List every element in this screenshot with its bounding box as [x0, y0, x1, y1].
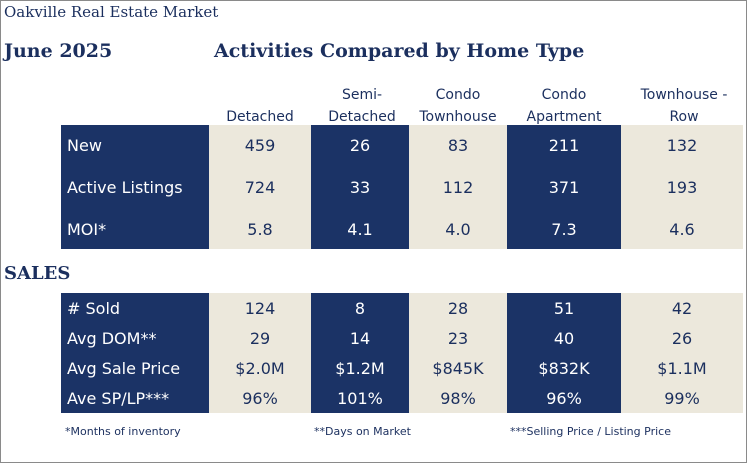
column-header-line: Condo — [435, 87, 481, 103]
column-header-line: Apartment — [526, 109, 602, 125]
activity-table: New 459 26 83 211 132 Active Listings 72… — [61, 125, 743, 249]
column-header-condo-townhouse: Condo Townhouse — [402, 84, 514, 128]
row-label: Avg Sale Price — [67, 358, 181, 378]
column-header-line: Detached — [328, 109, 396, 125]
row-label: Active Listings — [67, 177, 183, 197]
table-cell: 724 — [244, 177, 276, 197]
table-cell: 101% — [337, 388, 383, 408]
table-cell: 7.3 — [551, 219, 577, 239]
column-header-line: Townhouse - — [640, 87, 728, 103]
footnote-moi: *Months of inventory — [65, 425, 181, 438]
table-cell: $1.2M — [335, 358, 385, 378]
period-label: June 2025 — [4, 40, 113, 62]
sales-heading: SALES — [4, 263, 71, 284]
row-label: MOI* — [67, 219, 107, 239]
table-row: Active Listings 724 33 112 371 193 — [61, 167, 743, 207]
column-header-line: Condo — [541, 87, 587, 103]
table-cell: 96% — [546, 388, 582, 408]
table-cell: 4.1 — [347, 219, 373, 239]
table-cell: 98% — [440, 388, 476, 408]
column-header-line: Townhouse — [419, 109, 497, 125]
table-row: Avg Sale Price $2.0M $1.2M $845K $832K $… — [61, 353, 743, 383]
table-cell: $1.1M — [657, 358, 707, 378]
table-cell: $845K — [432, 358, 484, 378]
table-cell: $2.0M — [235, 358, 285, 378]
footnote-dom: **Days on Market — [314, 425, 411, 438]
table-cell: 112 — [442, 177, 474, 197]
column-header-condo-apartment: Condo Apartment — [508, 84, 620, 128]
row-label: Ave SP/LP*** — [67, 388, 170, 408]
table-cell: 28 — [447, 298, 469, 318]
table-cell: 459 — [244, 135, 276, 155]
table-cell: 14 — [349, 328, 371, 348]
table-cell: 26 — [349, 135, 371, 155]
column-header-line: Semi- — [341, 87, 383, 103]
row-label: # Sold — [67, 298, 121, 318]
column-header-line: Detached — [226, 109, 294, 125]
footnote-splp: ***Selling Price / Listing Price — [510, 425, 671, 438]
table-cell: 211 — [548, 135, 580, 155]
table-cell: 33 — [349, 177, 371, 197]
row-label: Avg DOM** — [67, 328, 157, 348]
table-cell: 8 — [354, 298, 366, 318]
site-title: Oakville Real Estate Market — [4, 3, 219, 21]
table-cell: 4.0 — [445, 219, 471, 239]
table-cell: 83 — [447, 135, 469, 155]
table-row: Ave SP/LP*** 96% 101% 98% 96% 99% — [61, 383, 743, 413]
table-cell: 26 — [671, 328, 693, 348]
table-row: MOI* 5.8 4.1 4.0 7.3 4.6 — [61, 209, 743, 249]
table-cell: 42 — [671, 298, 693, 318]
table-cell: 29 — [249, 328, 271, 348]
table-cell: 4.6 — [669, 219, 695, 239]
row-label: New — [67, 135, 102, 155]
table-cell: 23 — [447, 328, 469, 348]
table-row: Avg DOM** 29 14 23 40 26 — [61, 323, 743, 353]
table-cell: 193 — [666, 177, 698, 197]
table-cell: 371 — [548, 177, 580, 197]
table-cell: 40 — [553, 328, 575, 348]
table-cell: 124 — [244, 298, 276, 318]
page-title: Activities Compared by Home Type — [214, 40, 585, 62]
column-header-semi-detached: Semi- Detached — [306, 84, 418, 128]
table-row: New 459 26 83 211 132 — [61, 125, 743, 165]
table-cell: $832K — [538, 358, 590, 378]
column-header-detached: Detached — [204, 84, 316, 128]
table-cell: 132 — [666, 135, 698, 155]
table-cell: 5.8 — [247, 219, 273, 239]
table-cell: 51 — [553, 298, 575, 318]
table-cell: 96% — [242, 388, 278, 408]
table-row: # Sold 124 8 28 51 42 — [61, 293, 743, 323]
table-cell: 99% — [664, 388, 700, 408]
column-header-townhouse-row: Townhouse - Row — [628, 84, 740, 128]
column-header-line: Row — [669, 109, 699, 125]
sales-table: # Sold 124 8 28 51 42 Avg DOM** 29 14 23… — [61, 293, 743, 413]
